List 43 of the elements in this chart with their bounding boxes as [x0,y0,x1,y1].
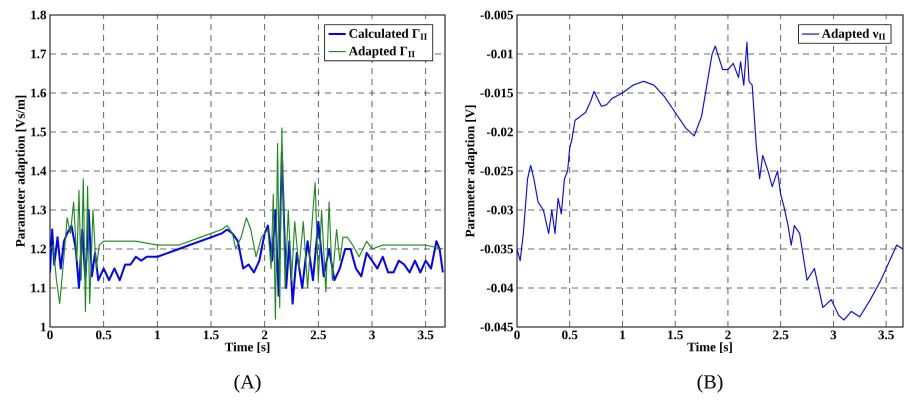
y-tick-label: -0.01 [486,50,513,58]
x-tick-label: 0 [514,330,520,340]
x-tick-label: 0.5 [96,330,112,340]
y-tick-label: 1.6 [31,88,46,98]
x-tick-label: 0.5 [562,330,578,340]
y-tick-label: 1.8 [31,10,46,20]
x-tick-label: 3 [830,330,836,340]
x-tick-label: 1.5 [668,330,683,340]
x-tick-label: 1 [620,330,626,340]
y-tick-label: -0.045 [480,322,513,332]
y-tick-label: 1 [41,322,46,332]
y-tick-label: -0.005 [480,10,513,20]
x-tick-label: 2 [725,330,731,340]
y-tick-label: -0.04 [486,284,514,292]
y-tick-label: 1.7 [31,50,46,58]
x-tick-label: 0 [47,330,53,340]
y-tick-label: -0.015 [480,88,513,98]
x-tick-label: 1 [155,330,160,340]
text: (A) [234,374,261,393]
y-tick-label: -0.035 [480,244,513,254]
x-tick-label: 1.5 [204,330,219,340]
y-tick-label: -0.03 [486,206,514,214]
y-tick-label: 1.1 [31,284,46,292]
x-tick-label: 2.5 [773,330,788,340]
y-tick-label: 1.2 [31,244,46,254]
text: (B) [698,374,722,393]
x-tick-label: 2 [262,330,268,340]
legend-label: Adapted Γ$_{II}$ [348,46,415,58]
legend-label: Calculated Γ$_{II}$ [349,28,427,40]
y-tick-label: 1.3 [31,206,46,214]
y-axis-title: Parameter adaption [V] [465,106,478,238]
x-axis-title: Time [s] [687,342,732,353]
y-tick-label: -0.025 [480,166,513,176]
y-tick-label: -0.02 [486,128,513,136]
x-axis-title: Time [s] [224,342,270,353]
y-axis-title: Parameter adaption [Vs/m] [16,96,28,247]
x-tick-label: 3.5 [878,330,894,340]
y-tick-label: 1.4 [31,166,46,176]
x-tick-label: 3.5 [418,330,434,340]
y-tick-label: 1.5 [31,128,46,136]
x-tick-label: 3 [369,330,375,340]
x-tick-label: 2.5 [310,330,326,340]
legend-label: Adapted ν$_{II}$ [822,28,886,41]
